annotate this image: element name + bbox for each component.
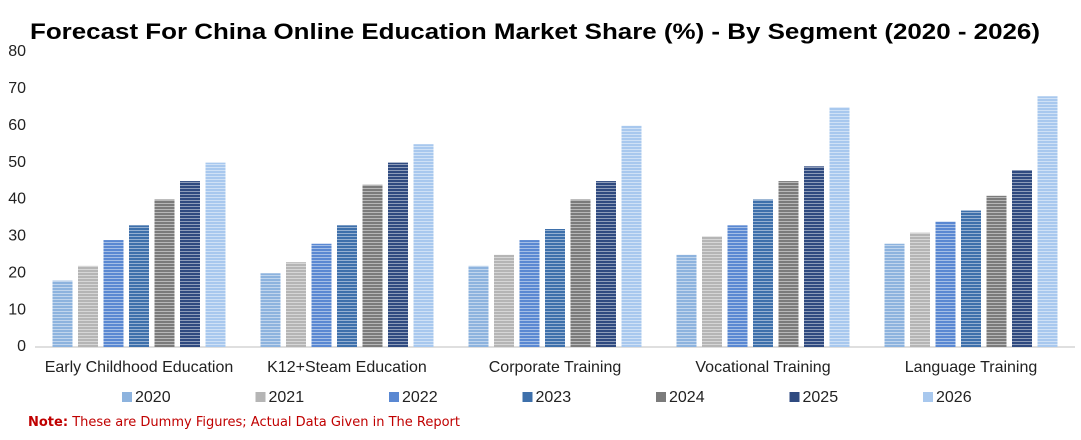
bar <box>154 199 175 347</box>
bar <box>388 162 408 347</box>
x-tick-label: K12+Steam Education <box>267 359 427 376</box>
bar <box>260 273 281 347</box>
legend-label: 2025 <box>803 389 839 406</box>
bar <box>676 254 697 347</box>
bar <box>545 229 565 347</box>
legend-marker <box>122 392 132 402</box>
bar <box>103 240 124 347</box>
legend-marker <box>789 392 800 402</box>
bar <box>829 107 850 347</box>
note-label: Note: <box>28 415 68 430</box>
bar <box>910 232 930 347</box>
bar <box>961 210 981 347</box>
y-tick-label: 40 <box>8 191 26 208</box>
bar <box>596 181 616 347</box>
legend-marker <box>522 392 533 402</box>
bar <box>52 280 73 347</box>
bar <box>337 225 357 347</box>
y-tick-label: 60 <box>8 117 26 134</box>
bar <box>884 243 905 347</box>
chart-title: Forecast For China Online Education Mark… <box>30 19 1040 44</box>
y-tick-label: 10 <box>8 301 26 318</box>
y-tick-label: 20 <box>8 264 26 281</box>
note-text: These are Dummy Figures; Actual Data Giv… <box>71 415 460 430</box>
legend-label: 2022 <box>402 389 438 406</box>
bar <box>519 240 540 347</box>
legend-marker <box>389 392 399 402</box>
bar <box>286 262 306 347</box>
bar <box>413 144 434 347</box>
y-tick-label: 80 <box>8 43 26 60</box>
legend-marker <box>923 392 933 402</box>
bar <box>362 184 383 347</box>
y-tick-label: 0 <box>17 338 26 355</box>
legend-marker <box>255 392 266 402</box>
bar <box>180 181 200 347</box>
legend-label: 2020 <box>135 389 171 406</box>
bar <box>702 236 722 347</box>
bar <box>1037 96 1058 347</box>
x-tick-label: Corporate Training <box>489 359 622 376</box>
y-tick-label: 70 <box>8 80 26 97</box>
bar <box>804 166 824 347</box>
bar <box>1012 170 1032 347</box>
bar <box>778 181 799 347</box>
bar <box>986 195 1007 347</box>
legend-label: 2023 <box>536 389 572 406</box>
x-tick-label: Vocational Training <box>695 359 830 376</box>
bar <box>468 265 489 347</box>
legend-label: 2021 <box>269 389 305 406</box>
legend-marker <box>656 392 666 402</box>
bar <box>570 199 591 347</box>
bar <box>935 221 956 347</box>
x-tick-label: Early Childhood Education <box>45 359 234 376</box>
bar <box>494 254 514 347</box>
bar <box>129 225 149 347</box>
legend-label: 2024 <box>669 389 705 406</box>
legend-label: 2026 <box>936 389 972 406</box>
bar <box>205 162 226 347</box>
note: Note: These are Dummy Figures; Actual Da… <box>28 415 460 430</box>
y-tick-label: 50 <box>8 154 26 171</box>
bar <box>727 225 748 347</box>
bar <box>311 243 332 347</box>
bar <box>621 125 642 347</box>
y-tick-label: 30 <box>8 228 26 245</box>
x-tick-label: Language Training <box>905 359 1038 376</box>
bar <box>78 265 98 347</box>
bar <box>753 199 773 347</box>
